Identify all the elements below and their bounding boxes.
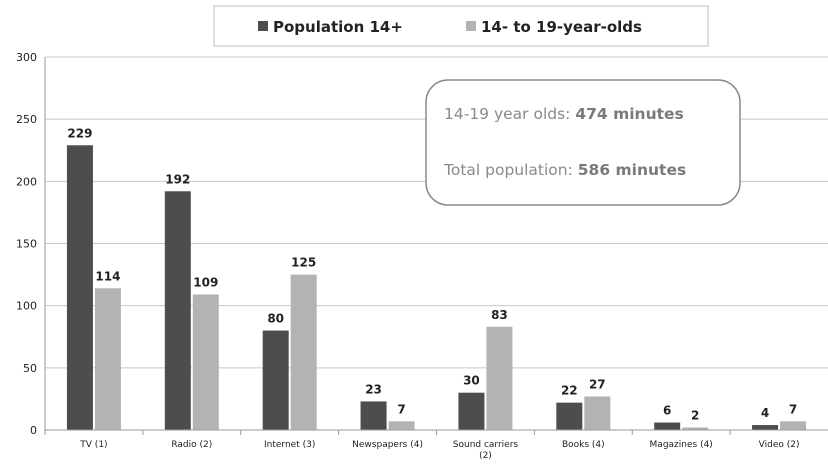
axes: 0 50 100 150 200 250 300 TV (1) Radio (2) Interne… bbox=[16, 51, 828, 461]
x-tick-label-2-0: Internet (3) bbox=[264, 440, 315, 450]
annotation-line-14-19-value: 474 minutes bbox=[575, 105, 683, 123]
y-tick-label-200: 200 bbox=[16, 175, 37, 188]
x-tick-label-5-0: Books (4) bbox=[562, 440, 605, 450]
bar-s0-c7 bbox=[752, 425, 779, 430]
bar-s0-c6 bbox=[654, 422, 681, 430]
bar-s1-c6 bbox=[682, 427, 709, 430]
data-label-s1-c1: 109 bbox=[193, 275, 218, 289]
legend: Population 14+ 14- to 19-year-olds bbox=[213, 5, 709, 47]
y-tick-label-300: 300 bbox=[16, 51, 37, 64]
legend-label-14-19-year-olds: 14- to 19-year-olds bbox=[481, 18, 642, 36]
data-label-s1-c6: 2 bbox=[691, 409, 699, 423]
annotation-box bbox=[425, 79, 741, 206]
bar-s1-c5 bbox=[584, 396, 611, 430]
annotation-line-14-19: 14-19 year olds: 474 minutes bbox=[444, 105, 684, 123]
legend-frame bbox=[213, 5, 709, 47]
bar-s0-c2 bbox=[262, 330, 289, 430]
x-tick-label-1-0: Radio (2) bbox=[171, 440, 212, 450]
data-label-s0-c0: 229 bbox=[67, 126, 92, 140]
x-tick-label-0-0: TV (1) bbox=[79, 440, 107, 450]
data-label-s0-c4: 30 bbox=[463, 374, 480, 388]
y-tick-label-50: 50 bbox=[23, 362, 37, 375]
data-label-s0-c6: 6 bbox=[663, 404, 671, 418]
bar-s0-c5 bbox=[556, 402, 583, 430]
y-tick-label-100: 100 bbox=[16, 300, 37, 313]
bar-s1-c1 bbox=[192, 294, 219, 430]
bar-s1-c3 bbox=[388, 421, 415, 430]
data-label-s0-c2: 80 bbox=[267, 312, 284, 326]
bar-s1-c4 bbox=[486, 326, 513, 430]
bar-s0-c0 bbox=[66, 145, 93, 430]
totals-annotation: 14-19 year olds: 474 minutes Total popul… bbox=[425, 79, 741, 206]
bar-s1-c7 bbox=[780, 421, 807, 430]
bar-s0-c3 bbox=[360, 401, 387, 430]
data-label-s1-c7: 7 bbox=[789, 402, 797, 416]
x-tick-label-6-0: Magazines (4) bbox=[650, 440, 713, 450]
bar-s1-c2 bbox=[290, 274, 317, 430]
bar-s0-c4 bbox=[458, 392, 485, 430]
annotation-line-total: Total population: 586 minutes bbox=[443, 161, 686, 179]
x-tick-label-3-0: Newspapers (4) bbox=[352, 440, 423, 450]
data-label-s1-c0: 114 bbox=[95, 269, 120, 283]
annotation-line-total-value: 586 minutes bbox=[578, 161, 686, 179]
data-label-s1-c5: 27 bbox=[589, 377, 606, 391]
y-tick-label-0: 0 bbox=[30, 424, 37, 437]
y-tick-label-150: 150 bbox=[16, 238, 37, 251]
data-label-s0-c3: 23 bbox=[365, 382, 382, 396]
bars: 229 114 192 109 80 125 23 7 30 83 22 27 6 2 4 7 bbox=[66, 126, 807, 430]
data-label-s0-c5: 22 bbox=[561, 384, 578, 398]
data-label-s1-c3: 7 bbox=[397, 402, 405, 416]
x-tick-label-7-0: Video (2) bbox=[759, 440, 800, 450]
annotation-line-14-19-label: 14-19 year olds: bbox=[444, 105, 575, 123]
x-tick-label-4-0: Sound carriers bbox=[453, 440, 519, 450]
bar-s0-c1 bbox=[164, 191, 191, 430]
data-label-s1-c2: 125 bbox=[291, 256, 316, 270]
y-tick-label-250: 250 bbox=[16, 113, 37, 126]
data-label-s0-c1: 192 bbox=[165, 172, 190, 186]
legend-swatch-population-14plus bbox=[258, 21, 268, 31]
annotation-line-total-label: Total population: bbox=[443, 161, 578, 179]
legend-label-population-14plus: Population 14+ bbox=[273, 18, 403, 36]
x-tick-label-4-1: (2) bbox=[479, 451, 492, 461]
bar-s1-c0 bbox=[94, 288, 121, 430]
data-label-s1-c4: 83 bbox=[491, 308, 508, 322]
data-label-s0-c7: 4 bbox=[761, 406, 769, 420]
legend-swatch-14-19-year-olds bbox=[466, 21, 476, 31]
